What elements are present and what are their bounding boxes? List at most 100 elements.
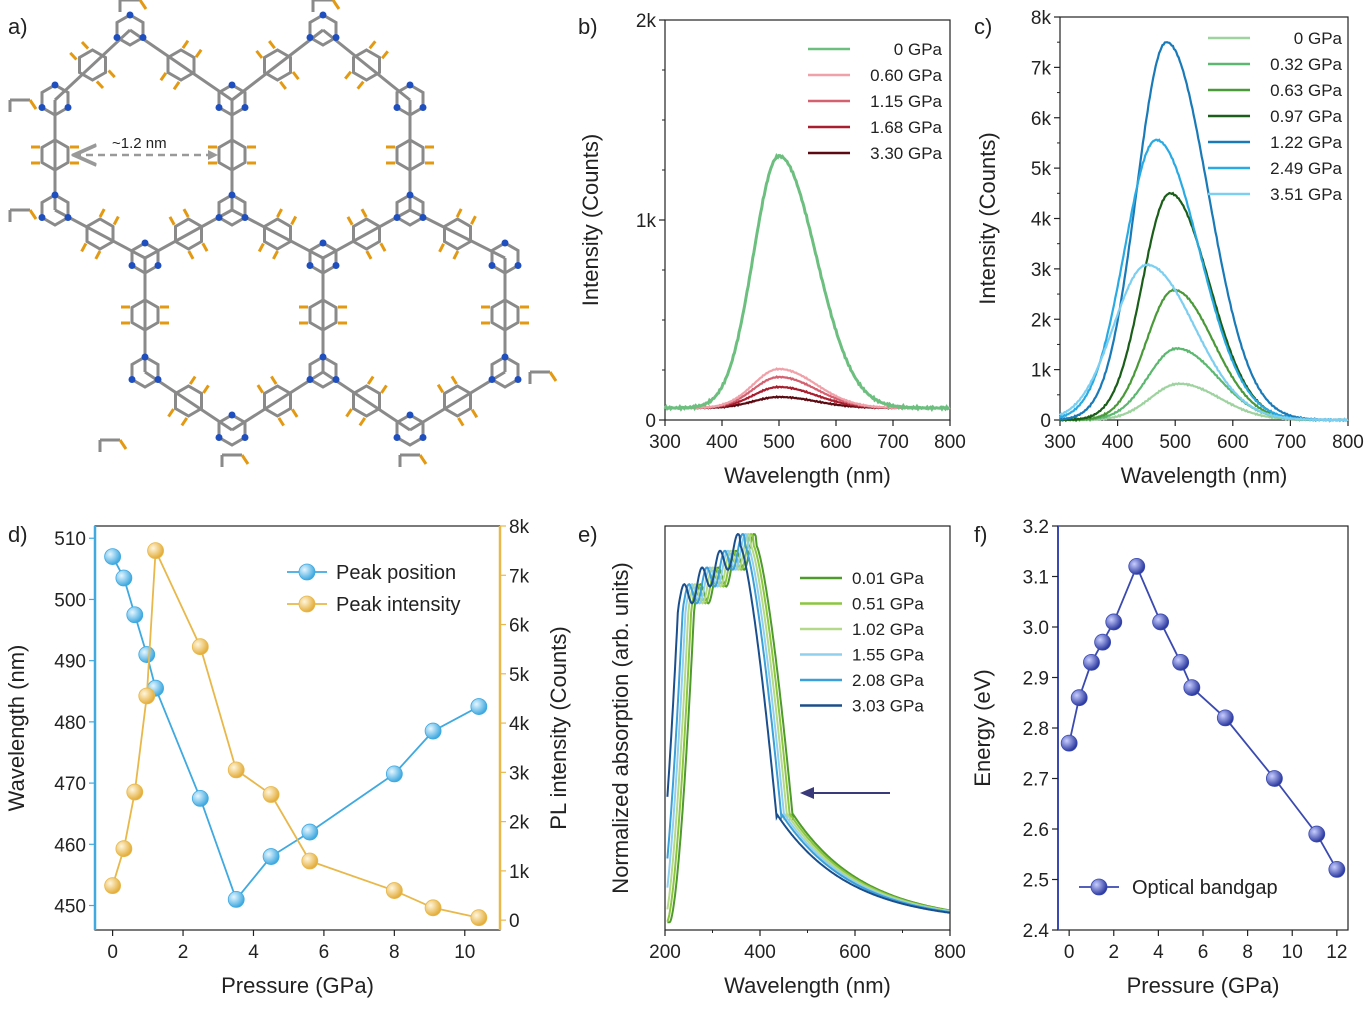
nitrogen-atom [406,411,414,419]
hydrogen-stub [276,208,283,218]
benzene-ring [263,217,292,251]
x-axis-label: Wavelength (nm) [724,463,891,488]
hydrogen-stub [182,208,190,218]
linker-bond [53,28,132,102]
triazine-ring [217,83,247,117]
hydrogen-stub [470,408,479,419]
hydrogen-stub [345,408,353,418]
nitrogen-atom [139,34,147,41]
panel-label-e: e) [578,522,598,547]
hydrogen-stub [118,439,128,450]
data-point-1-11 [470,909,488,927]
hydrogen-stub [291,408,299,418]
benzene-ring [40,138,70,172]
benzene-ring [395,138,425,172]
triazine-ring [115,13,145,47]
x-tick-label: 10 [454,942,475,963]
y-tick-label: 1k [636,211,657,232]
nitrogen-atom [215,434,223,441]
data-point-1-0 [104,877,122,895]
triazine-ring [130,355,160,389]
x-tick-label: 12 [1326,942,1347,963]
data-point-1-8 [301,852,319,870]
data-point-1 [1070,689,1088,707]
y-tick-label: 6k [1031,109,1052,130]
shift-arrow-head [800,787,814,799]
x-tick-label: 2 [178,942,189,963]
x-tick-label: 800 [934,432,966,453]
nitrogen-atom [514,376,522,383]
legend-label-1: 0.51 GPa [852,595,924,614]
panel-label-d: d) [8,522,28,547]
data-point-1-4 [147,542,164,560]
hydrogen-stub [331,0,341,10]
hydrogen-stub [187,250,195,260]
data-point-6 [1152,613,1170,631]
hydrogen-stub [107,69,116,79]
data-point-5 [1128,558,1146,575]
legend-label-1: 0.60 GPa [870,66,942,85]
hydrogen-stub [270,375,278,385]
hydrogen-stub [379,242,387,252]
triazine-ring [490,355,520,389]
linker-bond [322,28,411,102]
benzene-ring [308,298,338,332]
nitrogen-atom [228,81,236,89]
legend-label-6: 3.51 GPa [1270,185,1342,204]
hydrogen-stub [418,454,428,465]
legend-label-3: 0.97 GPa [1270,107,1342,126]
benzene-ring [443,384,472,418]
hydrogen-stub [365,250,373,260]
panel-label-b: b) [578,14,598,39]
benzene-ring [263,48,292,82]
series-line-3 [1059,191,1349,423]
hydrogen-stub [159,71,168,82]
hydrogen-stub [344,70,353,80]
y-axis-label: Normalized absorption (arb. units) [608,562,633,893]
x-tick-label: 300 [649,432,681,453]
nitrogen-atom [393,104,401,111]
nitrogen-atom [393,214,401,221]
x-tick-label: 400 [1102,432,1134,453]
hydrogen-stub [268,40,276,50]
nitrogen-atom [501,239,509,247]
triazine-ring [395,83,425,117]
y-axis-label: Intensity (Counts) [975,132,1000,304]
y-tick-label: 5k [1031,159,1052,180]
structure-bonds [8,0,558,467]
x-tick-label: 0 [107,942,118,963]
hydrogen-stub [455,208,463,218]
data-point-0-10 [424,722,442,740]
nitrogen-atom [319,11,327,19]
data-point-12 [1328,861,1346,878]
benzene-ring [443,217,472,251]
x-tick-label: 700 [1275,432,1307,453]
y2-tick-label: 6k [509,616,530,637]
chart-panel-c: 300 400 500 600 700 800 0 1k 2k 3k 4k 5k 6k 7k 8k Wavel… [975,8,1364,488]
data-point-9 [1216,709,1234,727]
hydrogen-stub [380,50,389,60]
x-tick-label: 200 [649,942,681,963]
x-tick-label: 800 [1332,432,1364,453]
y-tick-label: 3.0 [1023,618,1049,639]
y2-tick-label: 5k [509,665,530,686]
y2-tick-label: 3k [509,763,530,784]
x-tick-label: 4 [248,942,259,963]
nitrogen-atom [501,353,509,361]
data-point-0-7 [262,848,280,865]
x-tick-label: 500 [1159,432,1191,453]
data-point-0-0 [104,548,122,566]
hydrogen-stub [80,242,88,253]
y-tick-label: 0 [645,411,656,432]
triazine-ring [217,193,247,227]
hydrogen-stub [548,371,558,382]
x-axis-label: Pressure (GPa) [1127,973,1280,998]
benzene-ring [174,217,203,251]
panel-label-a: a) [8,14,28,39]
y2-axis-label: PL intensity (Counts) [546,626,571,829]
data-point-0-8 [301,823,319,841]
plot-frame [1057,525,1349,931]
x-tick-label: 800 [934,942,966,963]
legend-label-4: 1.22 GPa [1270,133,1342,152]
nitrogen-atom [128,376,136,383]
